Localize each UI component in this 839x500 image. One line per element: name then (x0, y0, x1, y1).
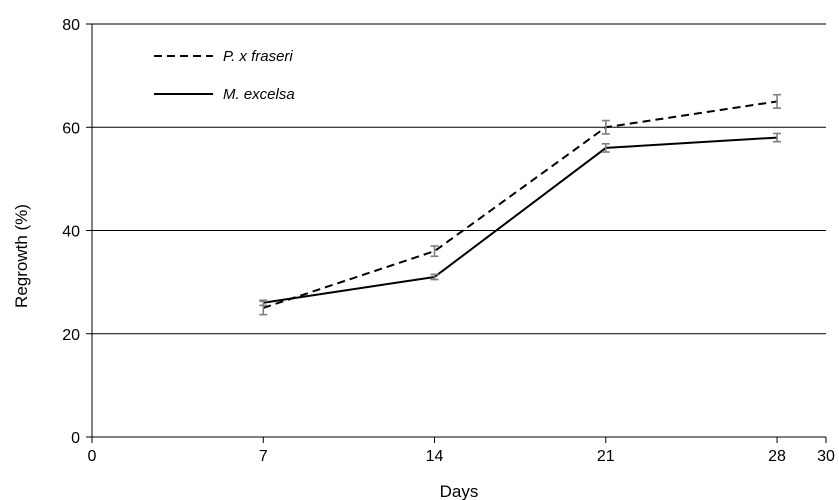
error-bar-0-2 (601, 119, 610, 135)
legend-label-m-excelsa: M. excelsa (223, 86, 295, 103)
error-bar-0-3 (773, 93, 782, 109)
series-line-1 (263, 136, 778, 304)
x-tick-label-28: 28 (768, 448, 786, 465)
x-axis-title: Days (440, 482, 479, 500)
error-bar-1-1 (430, 273, 439, 281)
error-bar-1-0 (259, 299, 268, 307)
error-bar-1-2 (601, 142, 610, 153)
y-axis-title: Regrowth (%) (12, 204, 31, 308)
series-line-0 (262, 100, 778, 309)
y-tick-label-0: 0 (71, 430, 80, 447)
series-lines (262, 100, 778, 309)
y-tick-label-60: 60 (62, 120, 80, 137)
y-tick-label-20: 20 (62, 327, 80, 344)
legend-label-p-fraseri-suffix: fraseri (251, 48, 293, 65)
error-bars (259, 93, 782, 316)
error-bar-0-1 (430, 245, 439, 258)
x-tick-label-21: 21 (597, 448, 615, 465)
legend-label-p-fraseri-prefix: P. x (223, 48, 251, 65)
x-tick-label-14: 14 (426, 448, 444, 465)
y-tick-label-80: 80 (62, 17, 80, 34)
x-tick-label-30: 30 (817, 448, 835, 465)
y-tick-label-40: 40 (62, 224, 80, 241)
legend-label-p-fraseri: P. x fraseri (223, 48, 293, 65)
x-tick-label-0: 0 (88, 448, 97, 465)
axes (86, 23, 827, 443)
gridlines (92, 23, 826, 335)
x-tick-label-7: 7 (259, 448, 268, 465)
legend: P. x fraseri M. excelsa (154, 48, 295, 103)
tick-labels: 0 20 40 60 80 0 7 14 21 28 30 (62, 17, 835, 465)
error-bar-1-3 (773, 132, 782, 143)
